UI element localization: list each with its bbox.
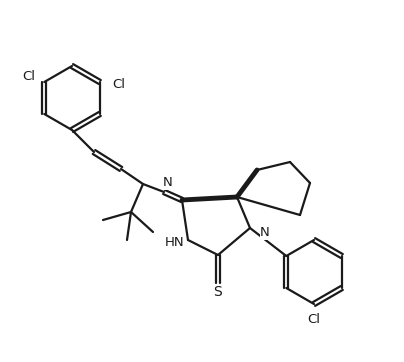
Text: Cl: Cl bbox=[113, 77, 126, 90]
Text: Cl: Cl bbox=[22, 70, 35, 83]
Text: Cl: Cl bbox=[307, 313, 320, 326]
Text: N: N bbox=[260, 227, 270, 240]
Text: S: S bbox=[214, 285, 222, 299]
Text: HN: HN bbox=[165, 236, 185, 249]
Text: N: N bbox=[163, 177, 173, 189]
